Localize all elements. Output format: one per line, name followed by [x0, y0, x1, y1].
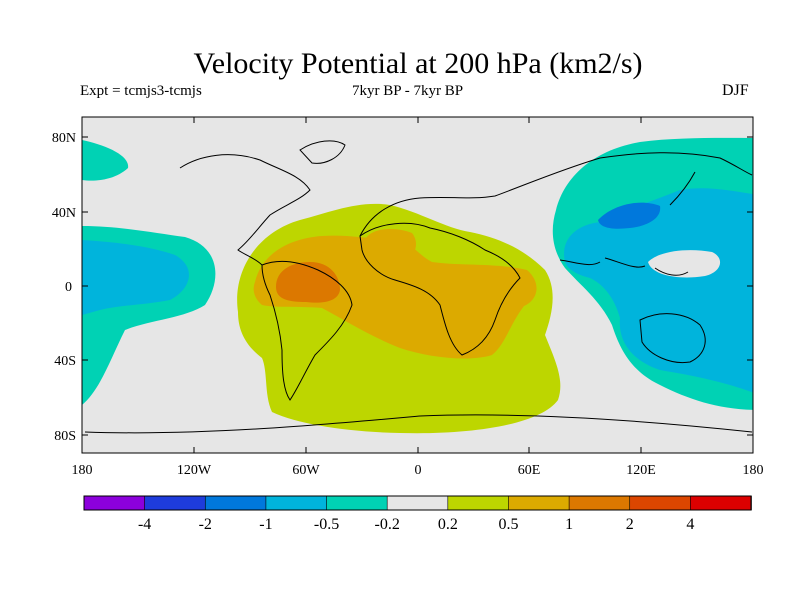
lon-label-60w: 60W — [292, 463, 320, 478]
colorbar: -4 -2 -1 -0.5 -0.2 0.2 0.5 1 2 4 — [83, 495, 752, 533]
positive-region-1 — [276, 262, 340, 303]
lon-label-180-east: 180 — [743, 463, 764, 478]
experiment-label: Expt = tcmjs3-tcmjs — [80, 83, 202, 99]
lat-label-0: 0 — [65, 280, 72, 295]
negative-region-1 — [598, 202, 661, 229]
lon-label-0: 0 — [415, 463, 422, 478]
map-title: Velocity Potential at 200 hPa (km2/s) — [193, 47, 643, 80]
lat-label-40s: 40S — [54, 354, 76, 369]
colorbar-swatch — [83, 495, 146, 511]
colorbar-swatch — [326, 495, 388, 511]
lon-label-120w: 120W — [177, 463, 212, 478]
colorbar-swatch — [144, 495, 207, 511]
colorbar-swatch — [265, 495, 328, 511]
negative-region-0.2-northwest — [82, 140, 129, 181]
colorbar-label: 0.5 — [498, 516, 518, 533]
colorbar-label: 1 — [565, 516, 573, 533]
colorbar-swatch — [447, 495, 510, 511]
map-field — [82, 117, 753, 453]
neutral-hole — [648, 250, 721, 278]
period-label: 7kyr BP - 7kyr BP — [352, 83, 464, 99]
negative-region-0.5 — [564, 188, 753, 393]
colorbar-swatch — [386, 495, 449, 511]
lat-label-80s: 80S — [54, 429, 76, 444]
colorbar-label: -0.2 — [375, 516, 400, 533]
colorbar-swatch — [690, 495, 752, 511]
colorbar-swatch — [204, 495, 267, 511]
colorbar-label: 2 — [626, 516, 634, 533]
coastlines — [84, 140, 753, 434]
longitude-ticks — [193, 117, 642, 453]
colorbar-swatch — [568, 495, 631, 511]
latitude-ticks — [82, 136, 753, 436]
lon-label-60e: 60E — [518, 463, 541, 478]
lon-label-120e: 120E — [626, 463, 656, 478]
colorbar-label: 0.2 — [438, 516, 458, 533]
lat-label-40n: 40N — [52, 206, 76, 221]
positive-region-0.5-north — [365, 228, 416, 262]
colorbar-swatch — [629, 495, 692, 511]
colorbar-label: -1 — [259, 516, 272, 533]
colorbar-label: -4 — [138, 516, 151, 533]
colorbar-frame — [83, 495, 752, 511]
colorbar-label: -2 — [199, 516, 212, 533]
colorbar-swatch — [508, 495, 570, 511]
negative-region-0.5-west — [82, 240, 189, 315]
season-label: DJF — [722, 82, 749, 99]
colorbar-label: 4 — [686, 516, 694, 533]
colorbar-label: -0.5 — [314, 516, 339, 533]
lat-label-80n: 80N — [52, 131, 76, 146]
lon-label-180-west: 180 — [72, 463, 93, 478]
